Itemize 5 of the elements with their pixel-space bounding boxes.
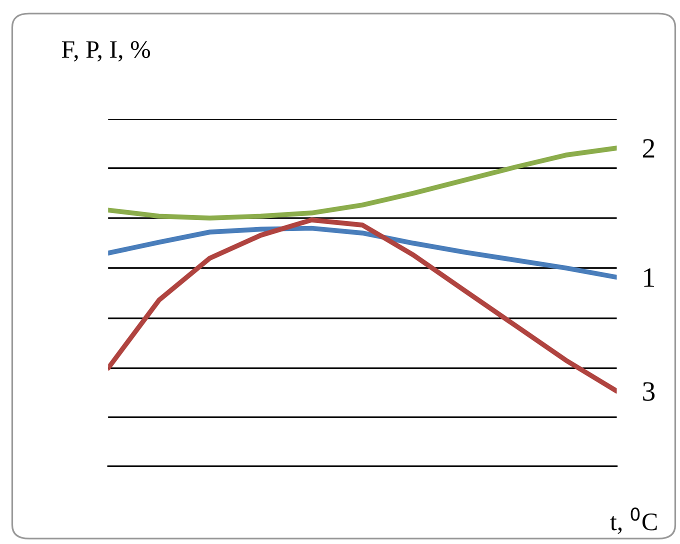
series-label: 3 [643, 382, 655, 401]
x-axis-title: t, $^{0}$C [610, 508, 657, 534]
series-label: 1 [644, 268, 654, 287]
y-axis-title: F, P, I, % [62, 41, 150, 62]
series-label: 2 [642, 139, 654, 158]
